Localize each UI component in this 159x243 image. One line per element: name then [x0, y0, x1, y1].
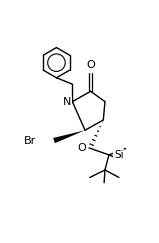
- Text: Br: Br: [24, 136, 36, 146]
- Text: N: N: [63, 97, 72, 107]
- Text: O: O: [86, 60, 95, 69]
- Text: O: O: [77, 143, 86, 153]
- Text: Si: Si: [114, 150, 124, 160]
- Polygon shape: [53, 130, 85, 143]
